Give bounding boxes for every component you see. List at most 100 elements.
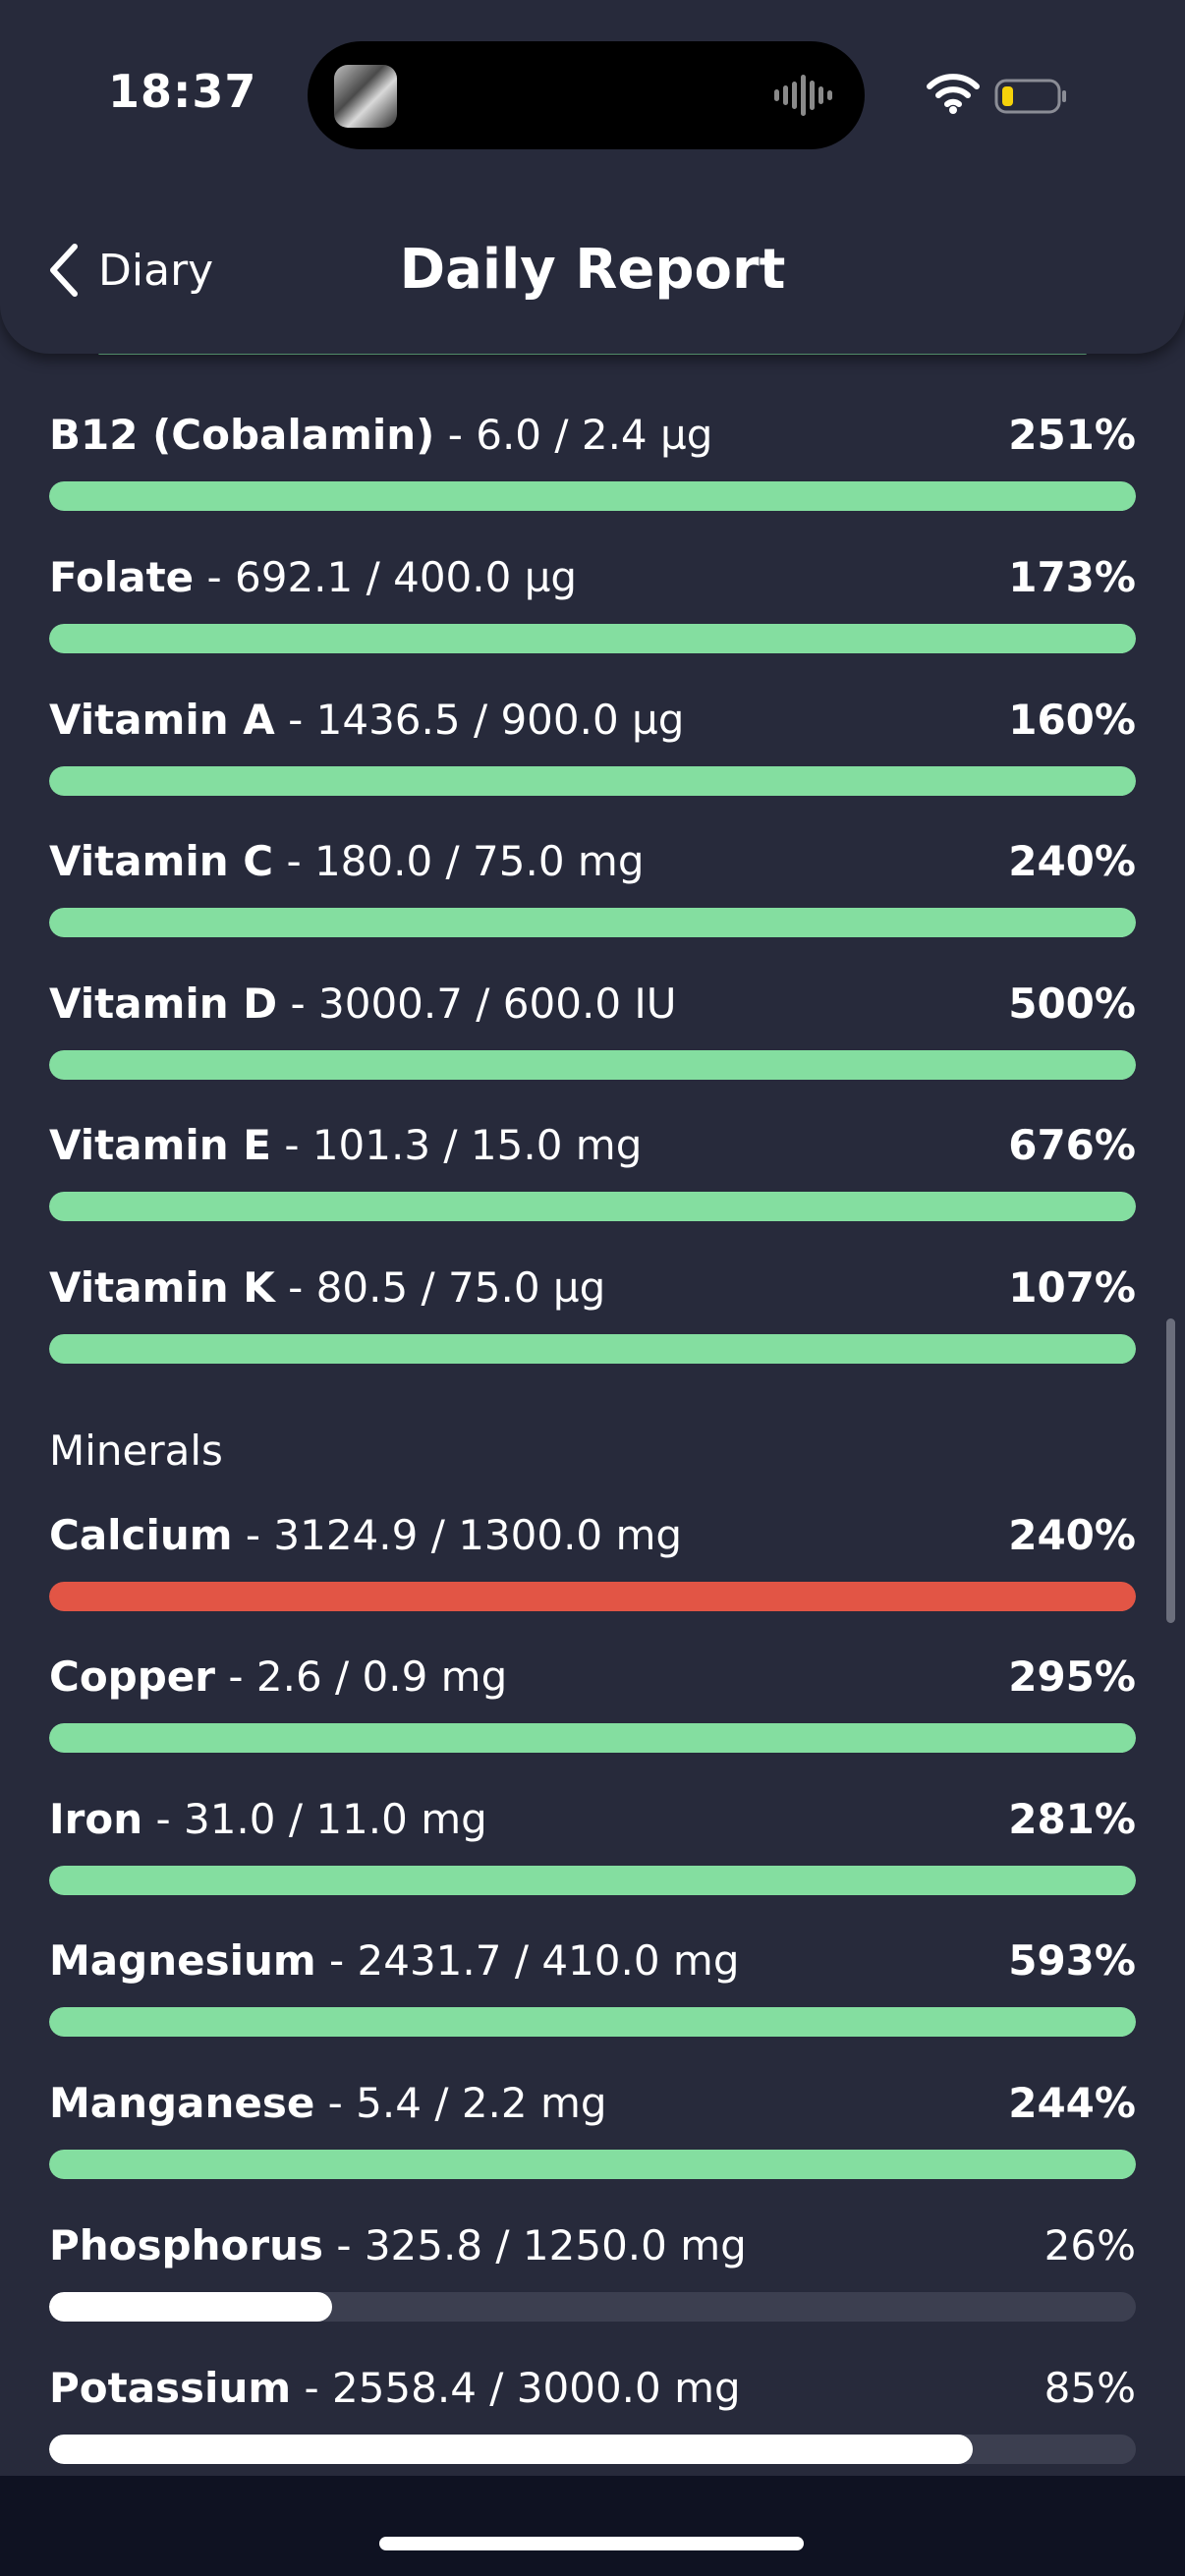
nutrient-amount: - 6.0 / 2.4 µg: [434, 411, 713, 459]
nutrient-percent: 173%: [1008, 553, 1136, 601]
progress-bar-track: [49, 1050, 1136, 1080]
nutrient-percent: 295%: [1008, 1652, 1136, 1701]
nutrient-row[interactable]: Calcium - 3124.9 / 1300.0 mg 240%: [49, 1511, 1136, 1619]
progress-bar-fill: [49, 1723, 1136, 1753]
nutrient-amount: - 325.8 / 1250.0 mg: [322, 2221, 747, 2269]
nutrient-name: Vitamin C: [49, 837, 274, 885]
progress-bar-track: [49, 2292, 1136, 2322]
nutrient-row[interactable]: Vitamin A - 1436.5 / 900.0 µg 160%: [49, 696, 1136, 804]
progress-bar-fill: [49, 1582, 1136, 1611]
nutrient-amount: - 3124.9 / 1300.0 mg: [232, 1511, 683, 1559]
daily-report-screen: B12 (Cobalamin) - 6.0 / 2.4 µg 251% Folate…: [0, 0, 1185, 2476]
nutrient-row[interactable]: B12 (Cobalamin) - 6.0 / 2.4 µg 251%: [49, 411, 1136, 519]
status-time: 18:37: [108, 65, 257, 118]
nutrient-amount: - 1436.5 / 900.0 µg: [274, 696, 685, 744]
nutrient-name: Vitamin D: [49, 980, 278, 1028]
scroll-indicator[interactable]: [1166, 1318, 1175, 1623]
progress-bar-track: [49, 1723, 1136, 1753]
nutrient-percent: 85%: [1044, 2364, 1136, 2412]
now-playing-artwork: [334, 65, 397, 128]
nutrient-row[interactable]: Vitamin K - 80.5 / 75.0 µg 107%: [49, 1263, 1136, 1372]
progress-bar-fill: [49, 481, 1136, 511]
progress-bar-fill: [49, 908, 1136, 937]
minerals-section-title: Minerals: [49, 1427, 223, 1475]
audio-waveform-icon: [774, 75, 832, 116]
progress-bar-fill: [49, 1192, 1136, 1221]
nutrient-amount: - 80.5 / 75.0 µg: [274, 1263, 606, 1312]
nutrient-row[interactable]: Iron - 31.0 / 11.0 mg 281%: [49, 1795, 1136, 1903]
nutrient-amount: - 5.4 / 2.2 mg: [314, 2079, 607, 2127]
progress-bar-track: [49, 1192, 1136, 1221]
nutrient-row[interactable]: Folate - 692.1 / 400.0 µg 173%: [49, 553, 1136, 661]
nutrient-label: Vitamin K - 80.5 / 75.0 µg: [49, 1263, 605, 1312]
nutrient-row[interactable]: Vitamin E - 101.3 / 15.0 mg 676%: [49, 1121, 1136, 1229]
nutrient-amount: - 2.6 / 0.9 mg: [215, 1652, 508, 1701]
nutrient-percent: 593%: [1008, 1936, 1136, 1985]
home-indicator[interactable]: [379, 2537, 804, 2550]
nutrient-percent: 500%: [1008, 980, 1136, 1028]
nutrient-name: B12 (Cobalamin): [49, 411, 435, 459]
nutrient-percent: 251%: [1008, 411, 1136, 459]
nutrient-name: Vitamin E: [49, 1121, 271, 1169]
progress-bar-track: [49, 2007, 1136, 2037]
nutrient-label: Calcium - 3124.9 / 1300.0 mg: [49, 1511, 682, 1559]
progress-bar-track: [49, 2150, 1136, 2179]
nutrient-percent: 244%: [1008, 2079, 1136, 2127]
nutrient-percent: 240%: [1008, 1511, 1136, 1559]
nutrient-name: Calcium: [49, 1511, 233, 1559]
nutrient-label: Copper - 2.6 / 0.9 mg: [49, 1652, 507, 1701]
progress-bar-track: [49, 481, 1136, 511]
nutrient-label: Vitamin D - 3000.7 / 600.0 IU: [49, 980, 677, 1028]
progress-bar-fill: [49, 766, 1136, 796]
progress-bar-track: [49, 624, 1136, 653]
wifi-icon: [927, 74, 980, 114]
nav-header: 18:37: [0, 0, 1185, 354]
progress-bar-fill: [49, 1050, 1136, 1080]
nutrient-amount: - 2558.4 / 3000.0 mg: [291, 2364, 741, 2412]
nutrient-amount: - 101.3 / 15.0 mg: [270, 1121, 643, 1169]
progress-bar-fill: [49, 2007, 1136, 2037]
back-button-label: Diary: [98, 245, 214, 296]
nutrient-label: Folate - 692.1 / 400.0 µg: [49, 553, 577, 601]
progress-bar-fill: [49, 2150, 1136, 2179]
nutrient-label: Vitamin A - 1436.5 / 900.0 µg: [49, 696, 684, 744]
nutrient-name: Manganese: [49, 2079, 315, 2127]
nutrient-amount: - 180.0 / 75.0 mg: [273, 837, 645, 885]
progress-bar-fill: [49, 624, 1136, 653]
nutrient-name: Phosphorus: [49, 2221, 323, 2269]
nutrient-row[interactable]: Vitamin C - 180.0 / 75.0 mg 240%: [49, 837, 1136, 945]
nutrient-row[interactable]: Manganese - 5.4 / 2.2 mg 244%: [49, 2079, 1136, 2187]
back-button[interactable]: Diary: [47, 236, 213, 305]
progress-bar-track: [49, 2435, 1136, 2464]
nutrient-label: Phosphorus - 325.8 / 1250.0 mg: [49, 2221, 747, 2269]
progress-bar-fill: [49, 1866, 1136, 1895]
nutrient-percent: 676%: [1008, 1121, 1136, 1169]
dynamic-island[interactable]: [308, 41, 865, 149]
progress-bar-track: [49, 1334, 1136, 1364]
progress-bar-track: [49, 766, 1136, 796]
nutrient-row[interactable]: Vitamin D - 3000.7 / 600.0 IU 500%: [49, 980, 1136, 1088]
nutrient-row[interactable]: Copper - 2.6 / 0.9 mg 295%: [49, 1652, 1136, 1761]
nutrient-label: B12 (Cobalamin) - 6.0 / 2.4 µg: [49, 411, 712, 459]
nutrient-name: Iron: [49, 1795, 143, 1843]
progress-bar-track: [49, 908, 1136, 937]
nutrient-row[interactable]: Magnesium - 2431.7 / 410.0 mg 593%: [49, 1936, 1136, 2044]
nutrient-label: Magnesium - 2431.7 / 410.0 mg: [49, 1936, 739, 1985]
nutrient-label: Iron - 31.0 / 11.0 mg: [49, 1795, 487, 1843]
nutrient-label: Vitamin E - 101.3 / 15.0 mg: [49, 1121, 642, 1169]
nutrient-label: Manganese - 5.4 / 2.2 mg: [49, 2079, 607, 2127]
nutrient-name: Copper: [49, 1652, 216, 1701]
nutrient-percent: 281%: [1008, 1795, 1136, 1843]
nutrient-row[interactable]: Phosphorus - 325.8 / 1250.0 mg 26%: [49, 2221, 1136, 2329]
nutrient-row[interactable]: Potassium - 2558.4 / 3000.0 mg 85%: [49, 2364, 1136, 2472]
chevron-left-icon: [50, 244, 78, 297]
nutrient-percent: 107%: [1008, 1263, 1136, 1312]
nutrient-percent: 26%: [1044, 2221, 1136, 2269]
nutrient-amount: - 31.0 / 11.0 mg: [142, 1795, 487, 1843]
nutrient-amount: - 3000.7 / 600.0 IU: [277, 980, 677, 1028]
nutrient-percent: 160%: [1008, 696, 1136, 744]
nutrient-name: Potassium: [49, 2364, 292, 2412]
progress-bar-track: [49, 1582, 1136, 1611]
nutrient-amount: - 692.1 / 400.0 µg: [194, 553, 578, 601]
progress-bar-fill: [49, 1334, 1136, 1364]
